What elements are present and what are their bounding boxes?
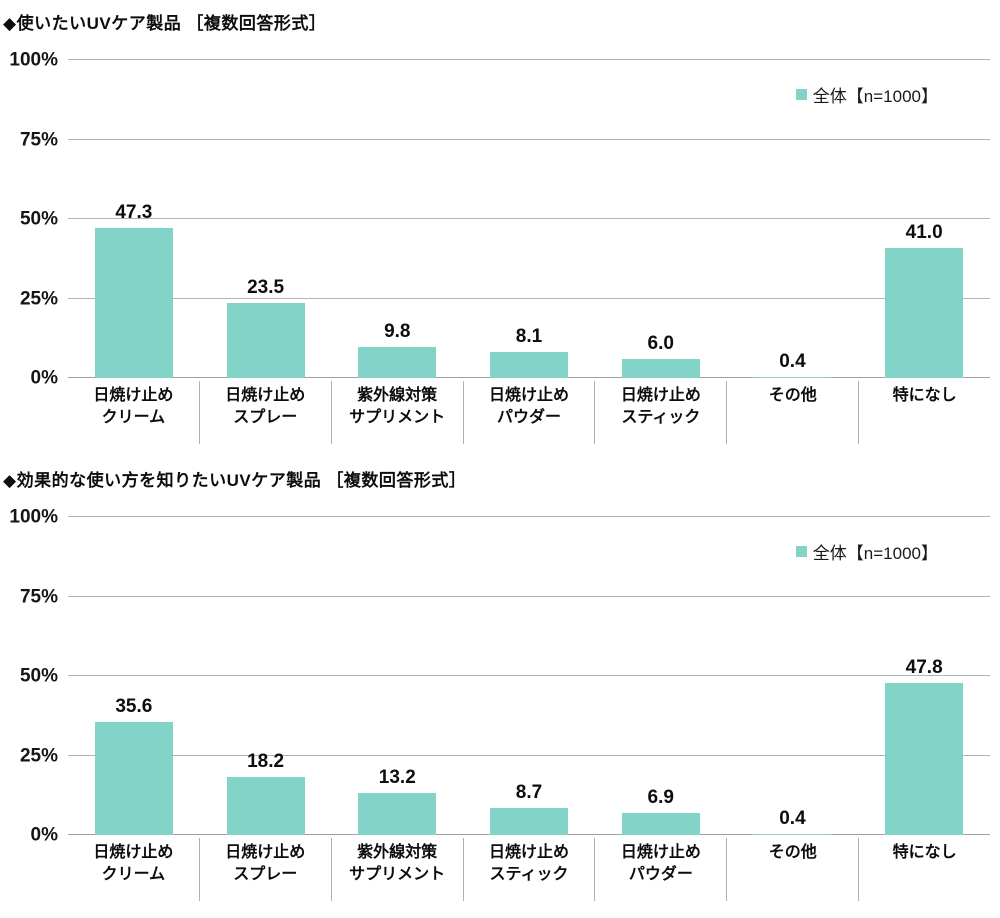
x-category-label: その他 <box>726 838 858 902</box>
category-axis: 日焼け止め クリーム 日焼け止め スプレー 紫外線対策 サプリメント 日焼け止め ステ… <box>68 838 990 902</box>
y-tick-label: 75% <box>19 586 58 608</box>
gridline <box>68 754 990 756</box>
bars-layer: 35.6 18.2 13.2 8.7 6.9 0.4 47.8 <box>68 517 990 836</box>
bar <box>885 683 964 836</box>
chart-section-want-to-use: ◆使いたいUVケア製品 ［複数回答形式］ 100% 75% 50% 25% 0% 47.3… <box>0 0 1000 445</box>
x-category-label: 特になし <box>858 838 990 902</box>
bar-slot: 8.7 <box>463 517 595 836</box>
bar <box>358 346 437 378</box>
bar <box>885 247 964 378</box>
bar <box>490 352 569 378</box>
chart-title: ◆使いたいUVケア製品 ［複数回答形式］ <box>3 14 327 33</box>
gridline <box>68 218 990 219</box>
y-tick-label: 25% <box>19 288 58 309</box>
bar <box>753 376 832 378</box>
bar <box>94 721 173 836</box>
x-category-label: 日焼け止め スプレー <box>198 838 331 902</box>
y-tick-label: 0% <box>30 367 58 389</box>
bar-slot: 0.4 <box>727 60 859 378</box>
x-category-label: 日焼け止め パウダー <box>462 381 595 445</box>
bar <box>226 303 305 378</box>
gridline <box>68 675 990 677</box>
y-tick-label: 0% <box>30 824 58 846</box>
bar-value-label: 8.1 <box>515 326 543 348</box>
bar-slot: 47.8 <box>858 517 990 836</box>
bar-value-label: 41.0 <box>905 221 943 243</box>
legend: 全体【n=1000】 <box>795 82 938 107</box>
bar <box>358 793 437 836</box>
bar-value-label: 6.0 <box>647 332 674 354</box>
bar-value-label: 23.5 <box>247 277 285 299</box>
bar <box>621 358 700 378</box>
gridline <box>68 595 990 597</box>
bar-slot: 35.6 <box>68 517 200 836</box>
plot-area: 100% 75% 50% 25% 0% 47.3 23.5 9.8 8.1 6.0 0.4 41.0 <box>9 51 990 388</box>
bar <box>226 777 305 836</box>
gridline <box>68 138 990 140</box>
gridline <box>68 516 990 518</box>
x-category-label: 日焼け止め スティック <box>462 838 595 902</box>
legend-swatch-icon <box>795 546 807 558</box>
bar-slot: 6.0 <box>595 60 727 378</box>
bar-slot: 41.0 <box>858 60 990 378</box>
bar-slot: 0.4 <box>727 517 859 836</box>
x-category-label: 紫外線対策 サプリメント <box>330 838 463 902</box>
bar <box>753 833 832 836</box>
bar <box>94 227 173 378</box>
bar-value-label: 47.8 <box>905 657 943 679</box>
bar-value-label: 13.2 <box>378 767 416 789</box>
bar-slot: 6.9 <box>595 517 727 836</box>
category-axis: 日焼け止め クリーム 日焼け止め スプレー 紫外線対策 サプリメント 日焼け止め パウ… <box>68 381 990 445</box>
y-tick-label: 100% <box>9 506 58 528</box>
plot-outer: 100% 75% 50% 25% 0% 35.6 18.2 13.2 8.7 6.9 0.4 47.8… <box>9 508 990 845</box>
chart-section-want-to-learn-usage: ◆効果的な使い方を知りたいUVケア製品 ［複数回答形式］ 100% 75% 50% 2… <box>0 444 1000 902</box>
y-tick-label: 50% <box>19 665 58 687</box>
x-category-label: その他 <box>726 381 858 445</box>
bar <box>490 807 569 836</box>
y-tick-label: 25% <box>19 745 58 767</box>
gridline <box>68 297 990 299</box>
legend: 全体【n=1000】 <box>795 539 938 564</box>
bars-layer: 47.3 23.5 9.8 8.1 6.0 0.4 41.0 <box>68 60 990 378</box>
x-category-label: 日焼け止め スティック <box>594 381 726 445</box>
bar-slot: 8.1 <box>463 60 595 378</box>
y-tick-label: 75% <box>19 129 58 150</box>
bar-slot: 47.3 <box>68 60 200 378</box>
legend-swatch-icon <box>795 89 807 100</box>
bar-slot: 13.2 <box>331 517 463 836</box>
legend-label: 全体【n=1000】 <box>812 544 938 564</box>
bar-slot: 9.8 <box>331 60 463 378</box>
x-category-label: 日焼け止め クリーム <box>93 387 174 426</box>
bar-value-label: 0.4 <box>779 350 806 372</box>
plot-outer: 100% 75% 50% 25% 0% 47.3 23.5 9.8 8.1 6.0 0.4 41.0 … <box>9 51 990 388</box>
x-category-label: 日焼け止め パウダー <box>594 838 726 902</box>
x-category-label: 日焼け止め クリーム <box>93 844 174 883</box>
x-category-label: 日焼け止め スプレー <box>198 381 331 445</box>
chart-title: ◆効果的な使い方を知りたいUVケア製品 ［複数回答形式］ <box>3 471 467 491</box>
bar-value-label: 18.2 <box>247 751 285 773</box>
x-category-label: 紫外線対策 サプリメント <box>330 381 463 445</box>
bar-value-label: 8.7 <box>515 781 543 803</box>
bar-slot: 23.5 <box>200 60 332 378</box>
bar <box>621 813 700 836</box>
y-tick-label: 100% <box>9 49 58 71</box>
plot-area: 100% 75% 50% 25% 0% 35.6 18.2 13.2 8.7 6.9 0.4 47.8 <box>9 508 990 845</box>
bar-value-label: 9.8 <box>384 320 411 342</box>
bar-value-label: 6.9 <box>647 787 674 809</box>
bar-value-label: 47.3 <box>115 201 153 223</box>
gridline <box>68 59 990 60</box>
x-category-label: 特になし <box>858 381 990 445</box>
legend-label: 全体【n=1000】 <box>812 87 938 106</box>
y-tick-label: 50% <box>19 208 58 230</box>
bar-slot: 18.2 <box>200 517 332 836</box>
bar-value-label: 0.4 <box>779 807 806 829</box>
bar-value-label: 35.6 <box>115 695 153 717</box>
